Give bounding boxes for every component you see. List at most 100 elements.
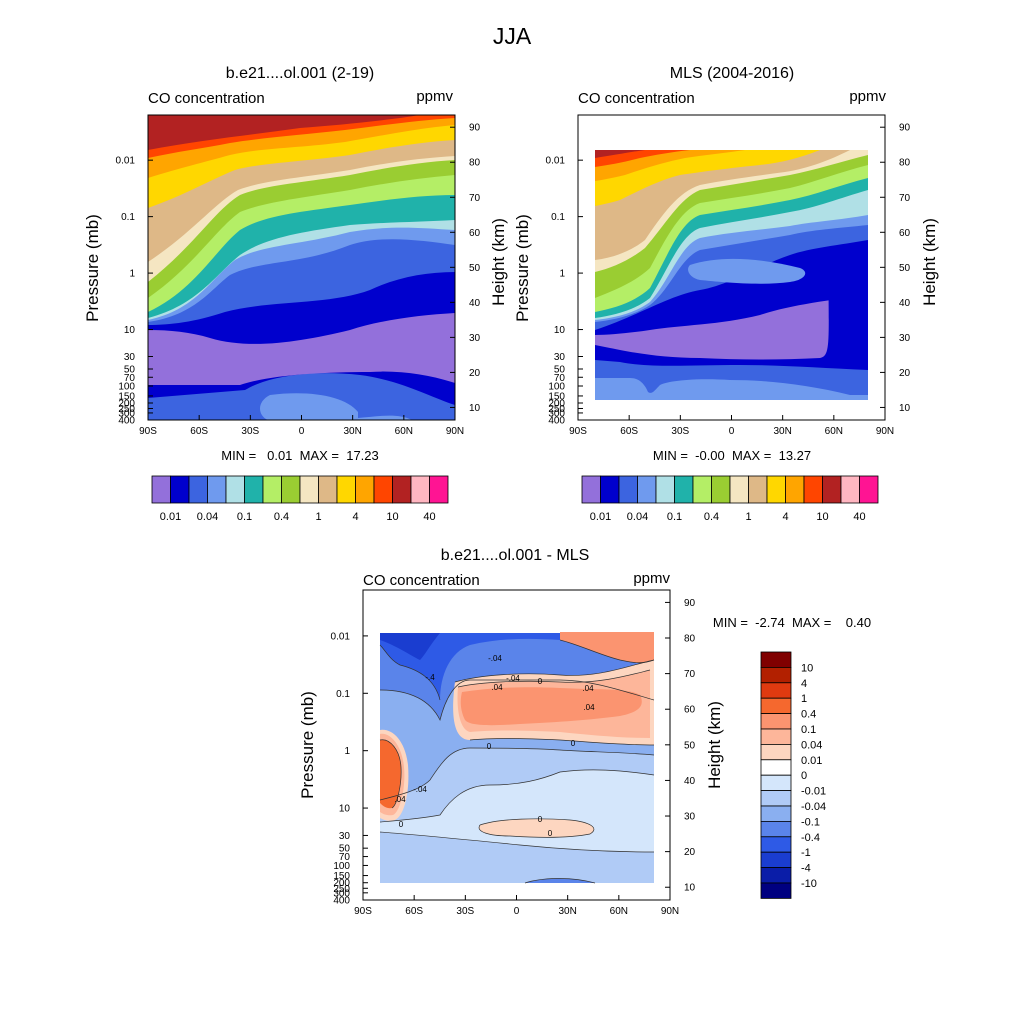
y-tick-label: 70: [339, 852, 351, 863]
colorbar-label: 40: [853, 511, 865, 523]
y-tick-label: 1: [129, 269, 135, 280]
y-tick-label: 10: [124, 325, 136, 336]
colorbar-label: 0.1: [237, 511, 252, 523]
y2-tick-label: 40: [469, 298, 481, 309]
colorbar: 0.01 0.04 0.1 0.4 1 4 10 40: [151, 475, 449, 523]
contour-label: .04: [491, 683, 503, 692]
y2-tick-label: 10: [469, 403, 481, 414]
y-axis-label: Pressure (mb): [298, 691, 317, 799]
band-red-orange: [595, 150, 690, 167]
colorbar-swatch: [760, 882, 792, 899]
y-tick-label: 30: [339, 831, 351, 842]
colorbar-swatch: [760, 697, 792, 715]
y-tick-label: 30: [124, 352, 136, 363]
colorbar-label: 0.1: [667, 511, 682, 523]
contour-label: -.04: [413, 785, 427, 794]
colorbar-label: -0.04: [801, 801, 826, 813]
y2-tick-label: 50: [469, 263, 481, 274]
colorbar-swatch: [760, 744, 792, 761]
colorbar-swatch: [760, 651, 792, 668]
colorbar: 10 4 1 0.4 0.1 0.04 0.01 0 -0.01 -0.04 -0.1 -0.4 -1 -…: [760, 651, 826, 899]
y-tick-label: 100: [118, 382, 135, 393]
colorbar-swatch: [760, 867, 792, 884]
colorbar-swatch: [600, 475, 620, 504]
y-tick-label: 0.1: [336, 689, 350, 700]
y-tick-label: 50: [339, 844, 351, 855]
colorbar-swatch: [760, 667, 792, 684]
y2-tick-label: 50: [684, 740, 696, 751]
colorbar-label: 4: [352, 511, 358, 523]
y2-tick-label: 70: [899, 193, 911, 204]
x-tick-label: 30N: [773, 426, 791, 437]
y-tick-label: 300: [548, 408, 565, 419]
colorbar-swatch: [785, 475, 805, 504]
contour-label: .04: [582, 684, 594, 693]
colorbar-swatch: [170, 475, 190, 504]
colorbar-swatch: [760, 851, 792, 869]
colorbar-swatch: [188, 475, 208, 504]
colorbar-swatch: [803, 475, 823, 504]
x-tick-label: 60N: [610, 906, 628, 917]
contour-line: [559, 639, 655, 664]
colorbar-label: 4: [801, 678, 807, 690]
panel-title: MLS (2004-2016): [670, 65, 795, 82]
y-axis-right: 10 20 30 40 50 60 70 80 90: [665, 598, 696, 894]
right-string: ppmv: [849, 88, 886, 105]
x-tick-label: 60S: [620, 426, 638, 437]
y-tick-label: 100: [333, 861, 350, 872]
band-pale-blue-low: [380, 832, 654, 883]
band-pale-salmon-blob: [479, 818, 594, 838]
x-tick-label: 30N: [558, 906, 576, 917]
panel-model: b.e21....ol.001 (2-19) CO concentration …: [83, 65, 508, 523]
colorbar-swatch: [711, 475, 731, 504]
x-axis: 90S 60S 30S 0 30N 60N 90N: [354, 895, 679, 917]
y2-tick-label: 80: [684, 634, 696, 645]
colorbar-swatch: [840, 475, 860, 504]
left-string: CO concentration: [578, 90, 695, 107]
colorbar-swatch: [760, 774, 792, 792]
band-bright-blue: [380, 633, 654, 700]
panel-difference: b.e21....ol.001 - MLS CO concentration p…: [298, 547, 871, 917]
colorbar-swatch: [392, 475, 412, 504]
y-tick-label: 0.1: [121, 212, 135, 223]
y2-tick-label: 30: [899, 333, 911, 344]
y2-tick-label: 50: [899, 263, 911, 274]
colorbar-label: 10: [801, 662, 813, 674]
y-tick-label: 200: [333, 878, 350, 889]
colorbar-swatch: [655, 475, 675, 504]
colorbar-swatch: [859, 475, 879, 504]
colorbar-swatch: [674, 475, 694, 504]
colorbar-label: 0.1: [801, 724, 816, 736]
colorbar-swatch: [336, 475, 356, 504]
colorbar-label: 0.04: [197, 511, 218, 523]
figure-title: JJA: [493, 23, 532, 49]
x-tick-label: 60N: [825, 426, 843, 437]
colorbar-label: 0.01: [801, 755, 822, 767]
colorbar-label: 0: [801, 770, 807, 782]
y-tick-label: 150: [333, 871, 350, 882]
y-tick-label: 150: [118, 391, 135, 402]
colorbar-swatch: [760, 821, 792, 838]
right-string: ppmv: [416, 88, 453, 105]
y2-axis-label: Height (km): [489, 218, 508, 306]
plot-area: [147, 114, 456, 421]
colorbar-label: 1: [801, 693, 807, 705]
y2-tick-label: 40: [684, 776, 696, 787]
y2-tick-label: 60: [684, 705, 696, 716]
colorbar: 0.01 0.04 0.1 0.4 1 4 10 40: [581, 475, 879, 523]
contour-line: [379, 679, 655, 722]
band-coral-top: [560, 632, 654, 663]
y-tick-label: 250: [333, 884, 350, 895]
y-tick-label: 200: [548, 399, 565, 410]
y2-tick-label: 10: [899, 403, 911, 414]
contour-label: -.4: [425, 673, 435, 682]
left-string: CO concentration: [363, 572, 480, 589]
x-tick-label: 60S: [190, 426, 208, 437]
min-max-label: MIN = 0.01 MAX = 17.23: [221, 448, 379, 463]
contour-label: -.04: [506, 674, 520, 683]
colorbar-swatch: [225, 475, 245, 504]
colorbar-label: 0.01: [590, 511, 611, 523]
x-tick-label: 90N: [876, 426, 894, 437]
colorbar-label: 1: [315, 511, 321, 523]
